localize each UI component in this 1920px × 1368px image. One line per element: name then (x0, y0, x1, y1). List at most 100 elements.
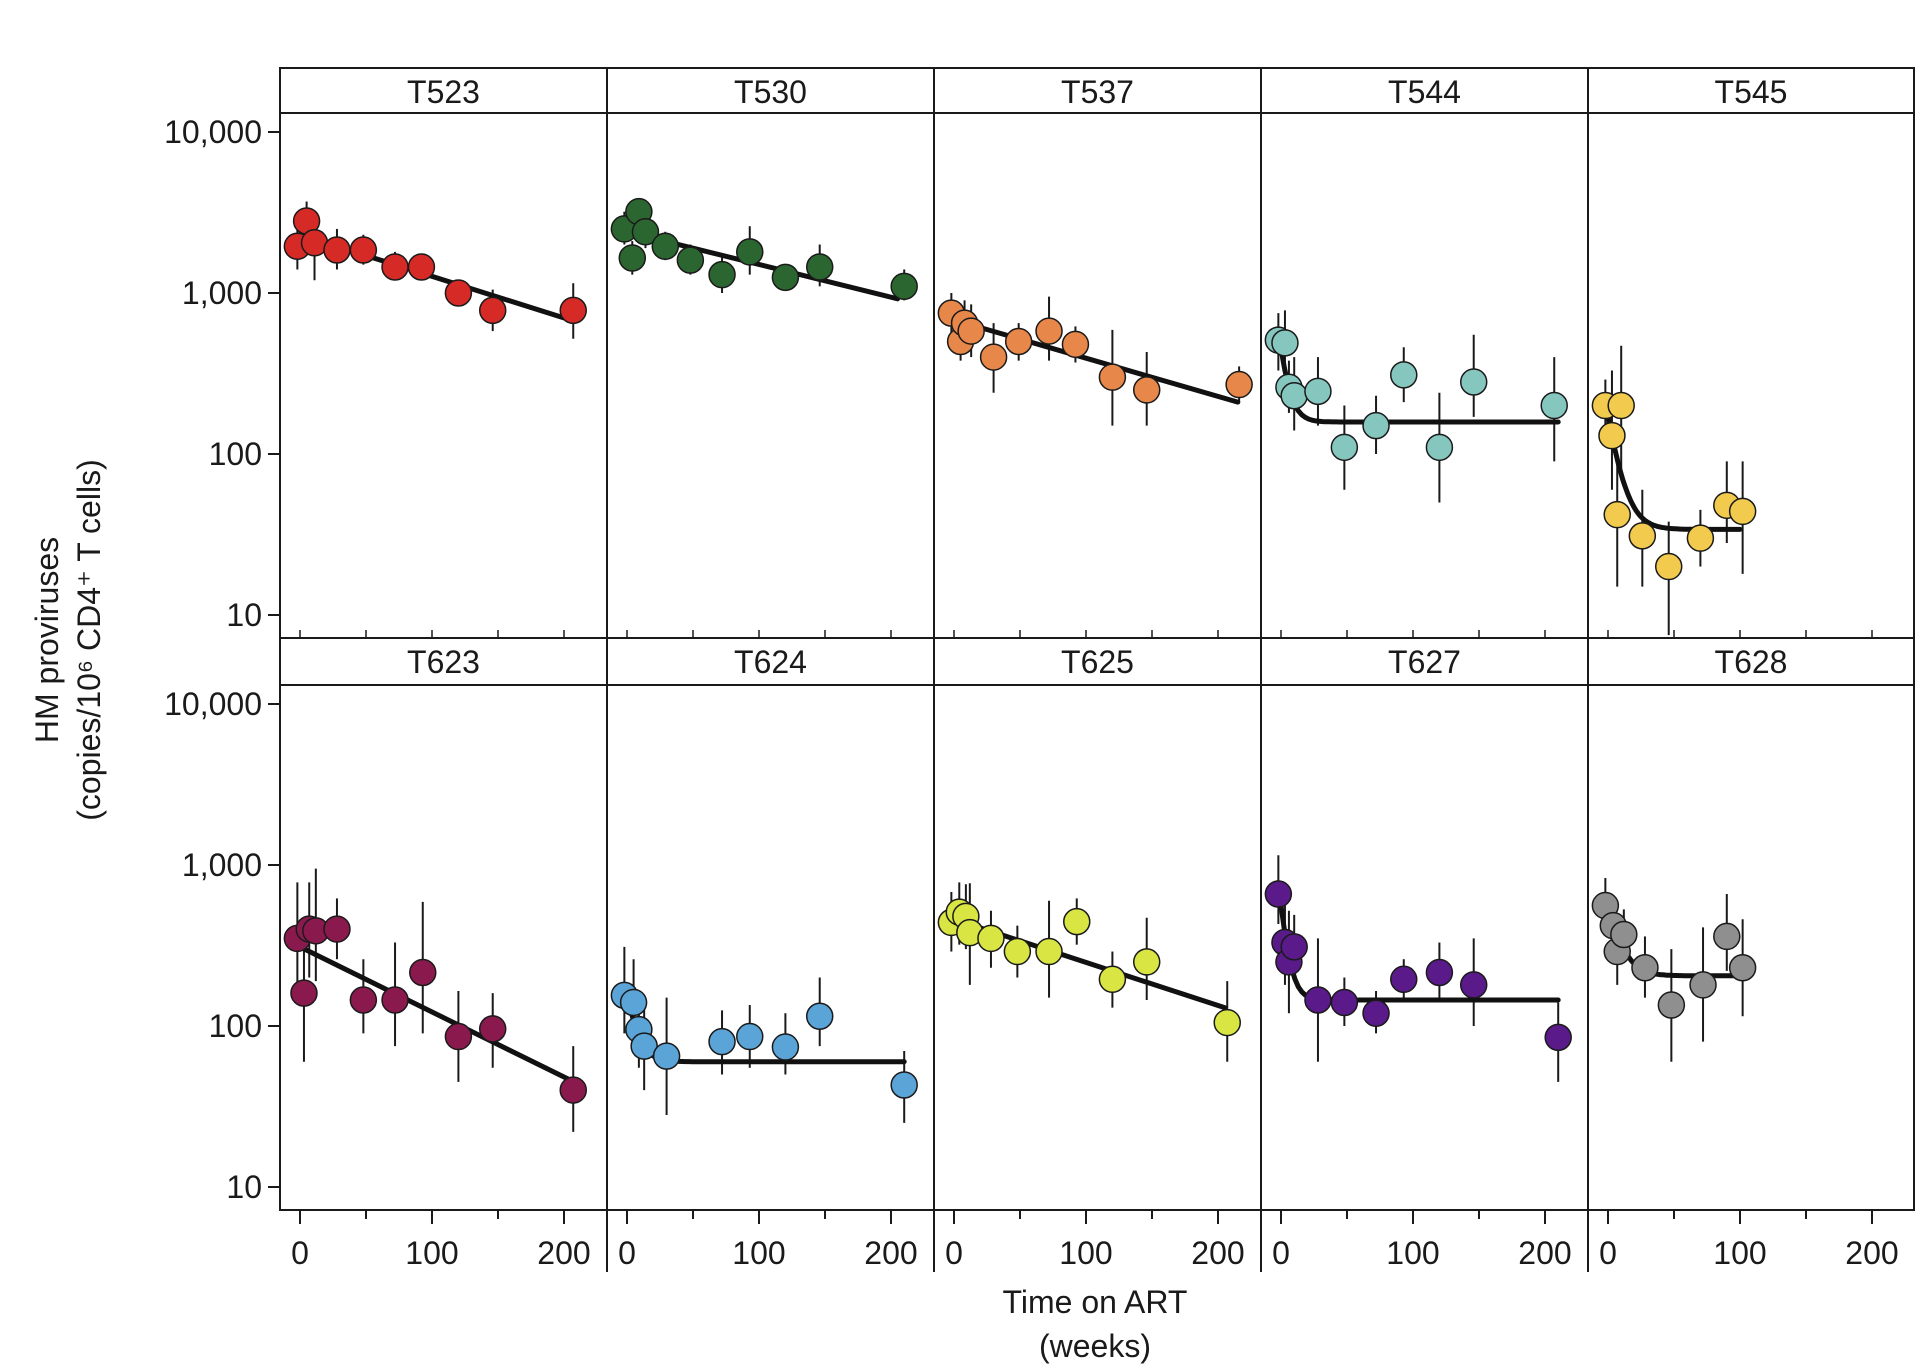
data-point (676, 246, 705, 274)
data-point (736, 1022, 764, 1051)
data-point (409, 958, 437, 987)
data-point (1035, 937, 1063, 966)
data-point (1628, 522, 1657, 550)
panels-layer: 10 100 1,000 10,000 10 100 1,000 10,000 0 100 200 0… (164, 67, 1915, 1272)
data-point (1459, 971, 1488, 999)
data-point (444, 1022, 473, 1051)
data-point (381, 253, 409, 281)
x-tick-label: 200 (1518, 1235, 1571, 1271)
data-point (1280, 933, 1308, 961)
panel-title: T523 (407, 74, 480, 110)
data-point (444, 279, 473, 307)
data-point (1330, 433, 1359, 462)
data-point (1098, 965, 1127, 994)
data-point (708, 1027, 736, 1056)
fit-line (1605, 895, 1743, 979)
y-tick-label: 1,000 (182, 847, 262, 883)
x-tick-label: 100 (1059, 1235, 1112, 1271)
y-tick-label: 10,000 (164, 686, 262, 722)
row-frame-2 (279, 637, 1915, 1211)
data-point (890, 272, 918, 301)
panel-title: T625 (1061, 644, 1134, 680)
data-point (651, 232, 680, 261)
data-point (349, 236, 378, 264)
data-point (1728, 497, 1757, 526)
y-tick-label: 10 (226, 1169, 262, 1205)
panel-T537: T537 (937, 74, 1253, 426)
fit-line (1278, 903, 1561, 1003)
data-point (1271, 329, 1299, 357)
data-point (1362, 411, 1390, 440)
data-point (1225, 370, 1253, 399)
data-point (1264, 880, 1293, 908)
data-point (1603, 500, 1631, 529)
data-point (1061, 330, 1090, 359)
data-point (1607, 391, 1635, 420)
data-point (1686, 524, 1715, 552)
data-point (957, 317, 985, 345)
data-point (381, 986, 409, 1014)
data-point (1689, 971, 1717, 999)
x-axis-title-line1: Time on ART (1003, 1284, 1188, 1320)
panel-T530: T530 (610, 74, 918, 302)
fit-line (1605, 414, 1743, 532)
panel-T625: T625 (937, 644, 1241, 1062)
y-axis-title-line1: HM proviruses (29, 537, 65, 743)
data-point (478, 296, 507, 325)
data-point (407, 253, 436, 281)
data-point (1728, 954, 1757, 982)
panel-title: T544 (1388, 74, 1461, 110)
data-point (631, 218, 660, 246)
data-point (323, 236, 351, 264)
fit-line (297, 944, 574, 1083)
data-point (323, 915, 351, 943)
y-tick-label: 100 (209, 436, 262, 472)
data-point (1304, 986, 1332, 1014)
data-point (1063, 907, 1091, 936)
data-point (977, 924, 1005, 953)
x-tick-label: 100 (405, 1235, 458, 1271)
data-point (1390, 965, 1418, 994)
data-point (1544, 1023, 1572, 1052)
panel-title: T627 (1388, 644, 1461, 680)
data-point (771, 263, 800, 292)
data-point (1540, 391, 1568, 420)
data-point (559, 1076, 587, 1104)
x-tick-label: 100 (1386, 1235, 1439, 1271)
x-tick-label: 0 (1272, 1235, 1290, 1271)
data-point (559, 296, 587, 325)
panel-T545: T545 (1591, 74, 1787, 636)
data-point (1003, 937, 1032, 966)
data-point (478, 1015, 507, 1043)
data-point (1330, 988, 1359, 1017)
x-tick-label: 200 (1191, 1235, 1244, 1271)
fit-line (1278, 346, 1561, 425)
data-point (1425, 958, 1454, 987)
panel-title: T530 (734, 74, 807, 110)
data-point (1610, 920, 1638, 949)
data-point (619, 988, 648, 1017)
y-tick-label: 100 (209, 1008, 262, 1044)
panel-title: T624 (734, 644, 807, 680)
data-point (708, 260, 736, 289)
x-tick-label: 0 (945, 1235, 963, 1271)
x-tick-label: 100 (732, 1235, 785, 1271)
data-point (1631, 954, 1659, 982)
data-point (805, 253, 834, 281)
data-point (1713, 922, 1741, 951)
data-point (1132, 948, 1161, 976)
data-point (1459, 368, 1488, 396)
data-point (979, 343, 1008, 371)
y-axis-title-line2: (copies/10⁶ CD4⁺ T cells) (71, 459, 107, 820)
data-point (805, 1002, 834, 1030)
y-tick-label: 10,000 (164, 114, 262, 150)
data-point (771, 1033, 800, 1061)
data-point (618, 244, 647, 272)
x-tick-label: 0 (291, 1235, 309, 1271)
data-point (1035, 317, 1063, 345)
data-point (630, 1032, 658, 1060)
panel-T623: T623 (283, 644, 587, 1132)
panel-T628: T628 (1591, 644, 1787, 1062)
x-tick-label: 0 (1599, 1235, 1617, 1271)
data-point (736, 238, 764, 266)
